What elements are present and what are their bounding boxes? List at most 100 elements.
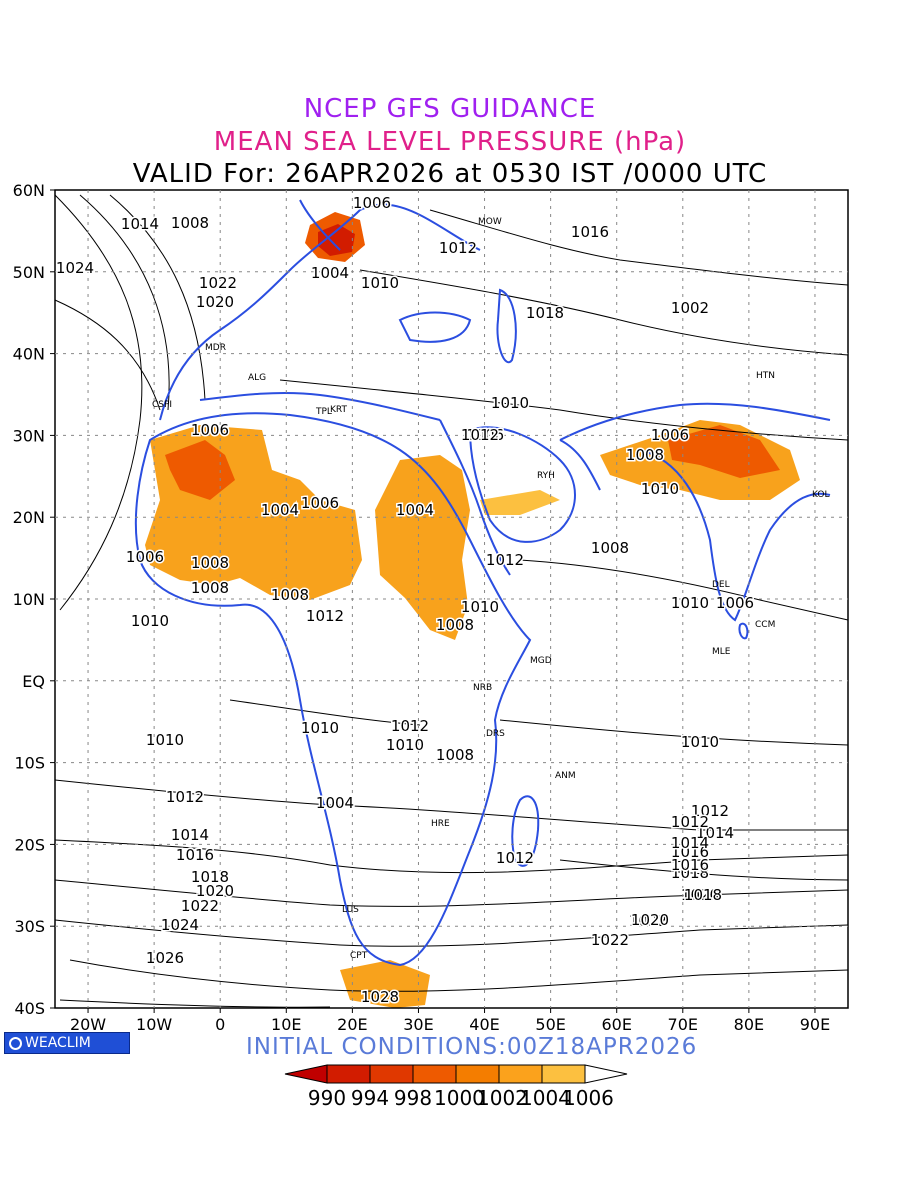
contour-label: 1008 [591,539,629,557]
contour-label: 1008 [191,579,229,597]
station-code: KOL [812,490,830,500]
contour-label: 1024 [161,916,199,934]
contour-label: 1014 [696,824,734,842]
contour-label: 1004 [261,501,299,519]
contour-label: 1012 [691,802,729,820]
contour-label: 1024 [56,259,94,277]
contour-label: 1016 [176,846,214,864]
station-code: DEL [712,580,730,590]
title-variable: MEAN SEA LEVEL PRESSURE (hPa) [213,127,687,157]
contour-label: 1008 [191,554,229,572]
contour-label: 1016 [671,843,709,861]
contour-label: 1014 [121,215,159,233]
contour-label: 1002 [671,299,709,317]
contour-label: 1010 [461,598,499,616]
europe-coast [159,203,481,421]
contour-label: 1008 [436,616,474,634]
contour-label: 1006 [353,194,391,212]
sahara-low-core [165,440,235,500]
contour-label: 1026 [146,949,184,967]
contour-label: 1016 [671,856,709,874]
contour-label: 1010 [146,731,184,749]
contour-label: 1012 [306,607,344,625]
lon-label: 90E [800,1015,830,1034]
contour-label: 1010 [681,733,719,751]
mediterranean-coast [199,391,441,421]
india-low-core [668,425,780,478]
contour-label: 1006 [651,426,689,444]
baltic-low-core [318,224,355,256]
contour-label: 1012 [166,788,204,806]
contour-label: 1012 [671,813,709,831]
contour-label: 1006 [126,548,164,566]
lon-label: 10E [271,1015,301,1034]
station-code: HTN [756,371,775,381]
scandinavia-coast [299,199,341,251]
station-code: DRS [486,729,505,739]
colorbar-label: 1002 [477,1086,528,1110]
contour-label: 1012 [439,239,477,257]
lat-label: EQ [22,672,45,691]
caspian-coast [496,288,517,364]
lat-label: 20S [14,835,45,854]
contour-label: 1010 [301,719,339,737]
contour-label: 1008 [271,586,309,604]
lon-label: 40E [469,1015,499,1034]
contour-label: 1004 [396,501,434,519]
sri-lanka-coast [738,622,749,640]
colorbar-label: 1006 [563,1086,614,1110]
contour-label: 1006 [301,494,339,512]
station-code: CPT [350,951,368,961]
contour-label: 1010 [361,274,399,292]
contour-label: 1018 [191,868,229,886]
lon-label: 80E [734,1015,764,1034]
graticule [55,190,848,1008]
lat-label: 20N [13,508,45,527]
contour-label: 1022 [199,274,237,292]
black-sea-coast [398,311,472,343]
station-code: TPL [315,407,332,417]
initial-conditions: INITIAL CONDITIONS:00Z18APR2026 [246,1034,698,1060]
arabia-low [480,490,560,515]
latitude-labels: 60N 50N 40N 30N 20N 10N EQ 10S 20S 30S 40S [13,181,45,1018]
persian-gulf-coast [559,439,601,491]
madagascar-coast [511,795,540,867]
lat-label: 40N [13,345,45,364]
contour-label: 1012 [486,551,524,569]
coastlines [134,199,831,967]
contour-label: 1018 [684,886,722,904]
station-code: MGD [530,656,552,666]
lon-label: 10W [136,1015,172,1034]
lat-label: 40S [14,999,45,1018]
station-code: ANM [555,771,576,781]
station-code: MDR [205,343,226,353]
title-model: NCEP GFS GUIDANCE [303,94,597,124]
lat-label: 50N [13,263,45,282]
contour-label: 1012 [461,426,499,444]
contour-label: 1014 [171,826,209,844]
station-code: ALG [248,373,266,383]
contour-label: 1022 [591,931,629,949]
contour-label: 1004 [311,264,349,282]
contour-label: 1004 [316,794,354,812]
contour-label: 1018 [671,864,709,882]
contour-label: 1020 [196,882,234,900]
lon-label: 60E [601,1015,631,1034]
red-sea-coast [439,419,511,576]
logo-circle-icon [9,1037,22,1050]
station-code: LUS [342,905,359,915]
contour-label: 1006 [191,421,229,439]
title-valid-time: VALID For: 26APR2026 at 0530 IST /0000 U… [132,159,768,189]
axis-ticks [50,189,816,1013]
asia-coast [559,402,831,441]
africa-coast [134,412,532,967]
contour-label: 1022 [181,897,219,915]
contour-label: 1020 [681,886,719,904]
contour-label: 1010 [131,612,169,630]
lon-label: 20W [70,1015,106,1034]
contour-label: 1012 [391,717,429,735]
contour-label: 1020 [631,911,669,929]
